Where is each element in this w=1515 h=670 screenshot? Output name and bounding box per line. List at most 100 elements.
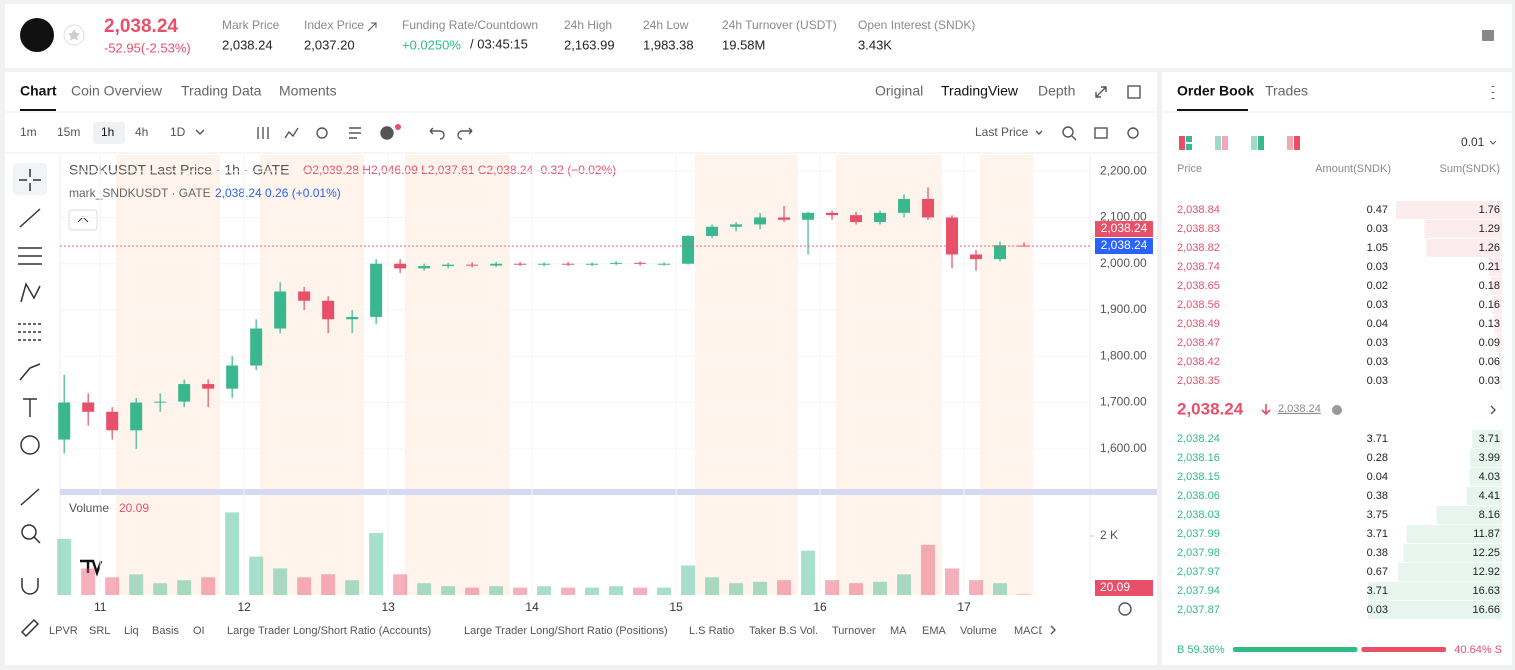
settings-icon[interactable] — [1482, 30, 1494, 41]
candle-body — [298, 291, 311, 301]
ob-price: 2,038.65 — [1177, 280, 1220, 292]
last-price-badge — [1095, 221, 1153, 238]
depth-mode-icons[interactable] — [1179, 136, 1300, 150]
tab[interactable]: Trading Data — [181, 83, 262, 99]
depth-bar — [1436, 506, 1502, 524]
x-tick-label: 13 — [381, 600, 395, 614]
volume-bar — [201, 577, 216, 595]
indicator[interactable]: Large Trader Long/Short Ratio (Positions… — [464, 625, 668, 637]
volume-bar — [441, 586, 456, 595]
ob-amount: 0.04 — [1367, 471, 1388, 483]
indicator[interactable]: MA — [890, 625, 907, 637]
indicator[interactable]: L.S Ratio — [689, 625, 734, 637]
indicator[interactable]: MACD — [1014, 625, 1046, 637]
stat-value: 2,037.20 — [304, 37, 355, 52]
interval[interactable]: 1D — [170, 125, 186, 139]
buy-ratio-bar — [1233, 647, 1358, 652]
x-tick-label: 16 — [813, 600, 827, 614]
y-tick-label: 1,600.00 — [1100, 441, 1147, 455]
ob-amount: 0.03 — [1367, 356, 1388, 368]
indicator[interactable]: Volume — [960, 625, 997, 637]
ob-price: 2,038.35 — [1177, 375, 1220, 387]
view-option[interactable]: Depth — [1038, 83, 1075, 99]
volume-bar — [273, 568, 288, 595]
indicator[interactable]: EMA — [922, 625, 947, 637]
ob-sum: 0.09 — [1479, 337, 1500, 349]
ob-price: 2,038.82 — [1177, 242, 1220, 254]
volume-bar — [729, 583, 744, 595]
volume-bar — [153, 583, 168, 595]
stat-label: Index Price — [304, 18, 364, 32]
stat-label: 24h High — [564, 18, 612, 32]
candle-body — [178, 384, 191, 402]
candle-body — [490, 263, 503, 266]
ob-sum: 4.41 — [1479, 490, 1500, 502]
volume-badge-label: 20.09 — [1100, 580, 1130, 594]
x-tick-label: 14 — [525, 600, 539, 614]
tab[interactable]: Moments — [279, 83, 337, 99]
toolbar-icons[interactable] — [195, 85, 1496, 635]
ob-sum: 1.29 — [1479, 223, 1500, 235]
stat-extra: / 03:45:15 — [470, 36, 528, 51]
drawing-tools[interactable] — [13, 163, 47, 638]
view-option[interactable]: Original — [875, 83, 923, 99]
indicator[interactable]: OI — [193, 625, 205, 637]
ob-tab[interactable]: Order Book — [1177, 83, 1254, 99]
ob-amount: 0.03 — [1367, 375, 1388, 387]
ob-amount: 3.71 — [1367, 528, 1388, 540]
interval[interactable]: 15m — [57, 125, 80, 139]
ob-sum: 16.63 — [1472, 585, 1500, 597]
y-tick-label: 2,000.00 — [1100, 256, 1147, 270]
candle-body — [466, 264, 479, 266]
volume-bar — [561, 587, 576, 595]
indicator[interactable]: Turnover — [832, 625, 876, 637]
indicator[interactable]: Liq — [124, 625, 139, 637]
depth-bar — [1396, 201, 1502, 219]
session-shading — [116, 155, 1033, 595]
interval[interactable]: 1h — [101, 125, 114, 139]
precision[interactable]: 0.01 — [1461, 135, 1485, 149]
ob-price: 2,038.74 — [1177, 261, 1220, 273]
candle-body — [202, 384, 215, 389]
view-option[interactable]: TradingView — [941, 83, 1019, 99]
interval[interactable]: 1m — [20, 125, 37, 139]
price-type[interactable]: Last Price — [975, 125, 1029, 139]
candle-body — [706, 226, 719, 236]
indicator[interactable]: Taker B.S Vol. — [749, 625, 818, 637]
indicator[interactable]: Basis — [152, 625, 179, 637]
tab[interactable]: Chart — [20, 83, 57, 99]
legend-title: SNDKUSDT Last Price · 1h · GATE — [69, 162, 289, 178]
tab[interactable]: Coin Overview — [71, 83, 163, 99]
indicator[interactable]: SRL — [89, 625, 110, 637]
ob-sum: 3.99 — [1479, 452, 1500, 464]
collapse-button[interactable] — [68, 209, 98, 231]
ob-price: 2,037.97 — [1177, 566, 1220, 578]
candle-body — [442, 264, 455, 267]
volume-bar — [609, 586, 624, 595]
ob-amount: 3.71 — [1367, 433, 1388, 445]
indicator[interactable]: Large Trader Long/Short Ratio (Accounts) — [227, 625, 431, 637]
stat-label: Mark Price — [222, 18, 280, 32]
depth-bar — [1406, 525, 1502, 543]
indicator[interactable]: LPVR — [49, 625, 78, 637]
volume-bar — [849, 583, 864, 595]
depth-bar — [1469, 468, 1502, 486]
volume-bar — [825, 580, 840, 595]
ob-price: 2,037.87 — [1177, 604, 1220, 616]
candle-body — [778, 217, 791, 220]
interval[interactable]: 4h — [135, 125, 148, 139]
favorite-star[interactable] — [63, 24, 85, 46]
ob-sum: 4.03 — [1479, 471, 1500, 483]
depth-bar — [1368, 582, 1502, 600]
ob-amount: 0.38 — [1367, 490, 1388, 502]
volume-tick-label: 2 K — [1100, 528, 1118, 542]
candle-body — [514, 263, 527, 265]
x-tick-label: 11 — [94, 600, 107, 614]
ob-tab[interactable]: Trades — [1265, 83, 1308, 99]
candle-body — [346, 316, 359, 320]
volume-bar — [321, 574, 336, 595]
stat-value: 3.43K — [858, 37, 892, 52]
depth-bar — [1500, 372, 1502, 390]
volume-bar — [897, 574, 912, 595]
